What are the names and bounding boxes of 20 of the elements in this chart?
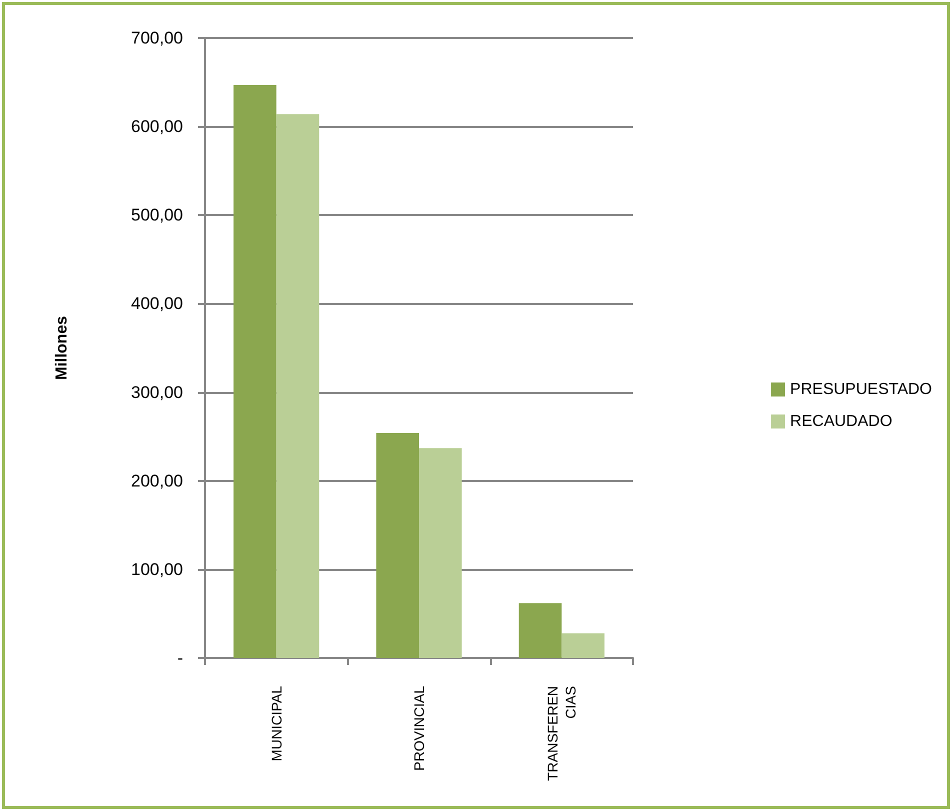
y-tick-label: 100,00 [131, 560, 183, 579]
bar [234, 84, 276, 658]
y-tick-label: 500,00 [131, 206, 183, 225]
x-tick-label: TRANSFERENCIAS [544, 686, 579, 781]
y-tick-label: - [177, 648, 183, 668]
y-tick-label: 700,00 [131, 28, 183, 48]
bar [419, 448, 462, 658]
y-tick-label: 200,00 [131, 471, 183, 490]
y-tick-label: 600,00 [131, 117, 183, 136]
bar [376, 433, 419, 658]
legend-label: RECAUDADO [790, 413, 892, 430]
y-tick-label: 300,00 [131, 382, 183, 402]
bar [518, 603, 562, 658]
bar [562, 633, 604, 658]
legend-label: PRESUPUESTADO [790, 381, 932, 398]
y-tick-label: 400,00 [131, 294, 183, 314]
x-tick-label: PROVINCIAL [411, 686, 427, 771]
x-tick-label: MUNICIPAL [268, 686, 284, 762]
y-axis-title: Millones [54, 316, 70, 380]
bar [276, 114, 320, 658]
